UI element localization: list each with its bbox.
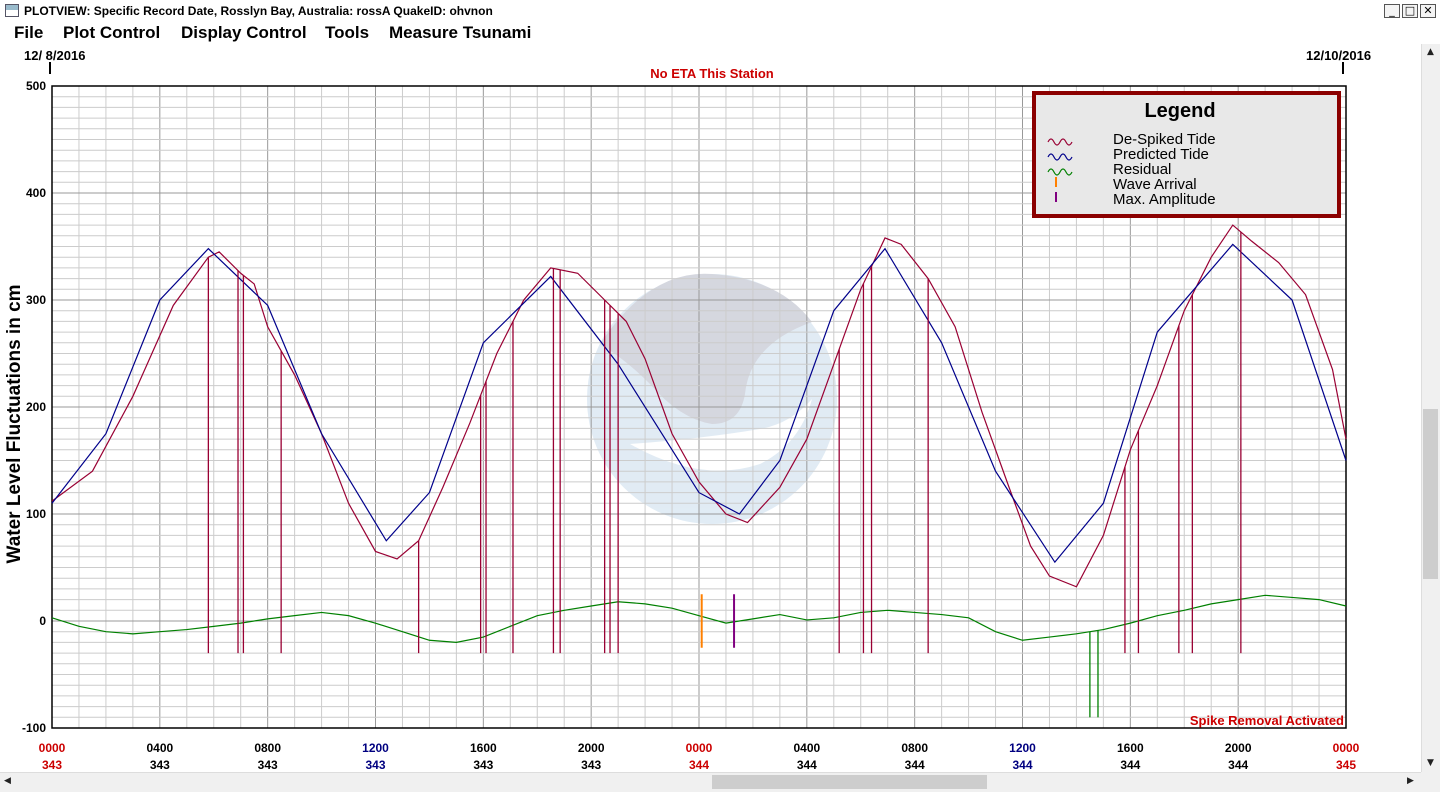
legend-entry-de-spiked: De-Spiked Tide [1113,131,1216,148]
x-tick-day-label: 344 [689,758,709,772]
x-tick-day-label: 344 [797,758,817,772]
x-tick-time-label: 1600 [470,741,497,755]
scroll-up-icon[interactable]: ▲ [1427,47,1434,57]
x-tick-day-label: 343 [150,758,170,772]
x-tick-time-label: 0000 [39,741,66,755]
close-button[interactable]: ✕ [1420,4,1436,18]
scroll-down-icon[interactable]: ▼ [1427,758,1434,768]
x-tick-day-label: 344 [905,758,925,772]
legend-residual-swatch [1047,168,1073,176]
scrollbar-corner [1421,772,1440,792]
scroll-right-icon[interactable]: ▶ [1407,776,1414,786]
x-tick-time-label: 1200 [362,741,389,755]
x-tick-day-label: 344 [1228,758,1248,772]
menu-measure-tsunami[interactable]: Measure Tsunami [389,23,532,42]
window-title: PLOTVIEW: Specific Record Date, Rosslyn … [24,4,493,18]
menu-display-control[interactable]: Display Control [181,23,307,42]
y-tick-label: 0 [39,614,46,628]
y-tick-label: 300 [26,293,46,307]
x-tick-day-label: 343 [473,758,493,772]
chart-series [51,224,1347,718]
legend-entry-residual: Residual [1113,161,1171,178]
x-tick-day-label: 343 [581,758,601,772]
x-tick-time-label: 2000 [578,741,605,755]
legend-box: Legend De-Spiked Tide Predicted Tide Res… [1032,91,1341,218]
x-tick-day-label: 345 [1336,758,1356,772]
menu-file[interactable]: File [14,23,44,42]
legend-frame [1032,91,1341,218]
menu-plot-control[interactable]: Plot Control [63,23,161,42]
y-tick-label: 500 [26,79,46,93]
scroll-left-icon[interactable]: ◀ [4,776,11,786]
x-tick-time-label: 1600 [1117,741,1144,755]
x-tick-day-label: 343 [258,758,278,772]
legend-title: Legend [1144,100,1215,122]
menu-bar: File Plot Control Display Control Tools … [0,22,1440,44]
legend-entry-predicted: Predicted Tide [1113,146,1209,163]
maximize-button[interactable]: □ [1402,4,1418,18]
x-tick-day-label: 344 [1120,758,1140,772]
app-icon [5,4,19,17]
eta-status: No ETA This Station [650,66,774,81]
legend-predicted-swatch [1047,153,1073,161]
tide-chart[interactable]: 12/ 8/2016 12/10/2016 No ETA This Statio… [0,44,1421,772]
x-tick-time-label: 0000 [686,741,713,755]
x-tick-time-label: 2000 [1225,741,1252,755]
x-tick-time-label: 0000 [1333,741,1360,755]
x-tick-day-label: 343 [42,758,62,772]
legend-de-spiked-swatch [1047,138,1073,146]
legend-entry-max-amplitude: Max. Amplitude [1113,191,1216,208]
y-axis-label: Water Level Fluctuations in cm [4,284,25,563]
horizontal-scrollbar[interactable]: ◀ ▶ [0,772,1421,792]
spike-removal-status: Spike Removal Activated [1190,713,1344,728]
predicted-tide-line [51,243,1347,564]
end-date-label: 12/10/2016 [1306,48,1371,63]
plot-border [51,85,1347,729]
x-tick-time-label: 0400 [793,741,820,755]
title-bar: PLOTVIEW: Specific Record Date, Rosslyn … [0,0,1440,23]
noaa-watermark-logo [587,273,837,524]
x-tick-time-label: 0800 [901,741,928,755]
x-tick-time-label: 0800 [254,741,281,755]
residual-line [51,594,1347,644]
window-controls: _ □ ✕ [1384,4,1436,18]
vertical-scroll-thumb[interactable] [1423,409,1438,579]
y-axis: -100 0 100 200 300 400 500 [22,79,46,735]
horizontal-scroll-thumb[interactable] [712,775,987,789]
plot-grid [51,85,1347,729]
menu-tools[interactable]: Tools [325,23,370,42]
x-tick-time-label: 1200 [1009,741,1036,755]
start-date-label: 12/ 8/2016 [24,48,85,63]
legend-entry-wave-arrival: Wave Arrival [1113,176,1197,193]
x-axis: 0000 343 0400 343 0800 343 1200 343 1600 343 2000 3… [39,741,1360,772]
vertical-scrollbar[interactable]: ▲ ▼ [1421,44,1440,772]
y-tick-label: -100 [22,721,46,735]
plot-area: 12/ 8/2016 12/10/2016 No ETA This Statio… [0,44,1421,772]
x-tick-time-label: 0400 [146,741,173,755]
minimize-button[interactable]: _ [1384,4,1400,18]
y-tick-label: 200 [26,400,46,414]
y-tick-label: 400 [26,186,46,200]
x-tick-day-label: 344 [1012,758,1032,772]
y-tick-label: 100 [26,507,46,521]
x-tick-day-label: 343 [365,758,385,772]
